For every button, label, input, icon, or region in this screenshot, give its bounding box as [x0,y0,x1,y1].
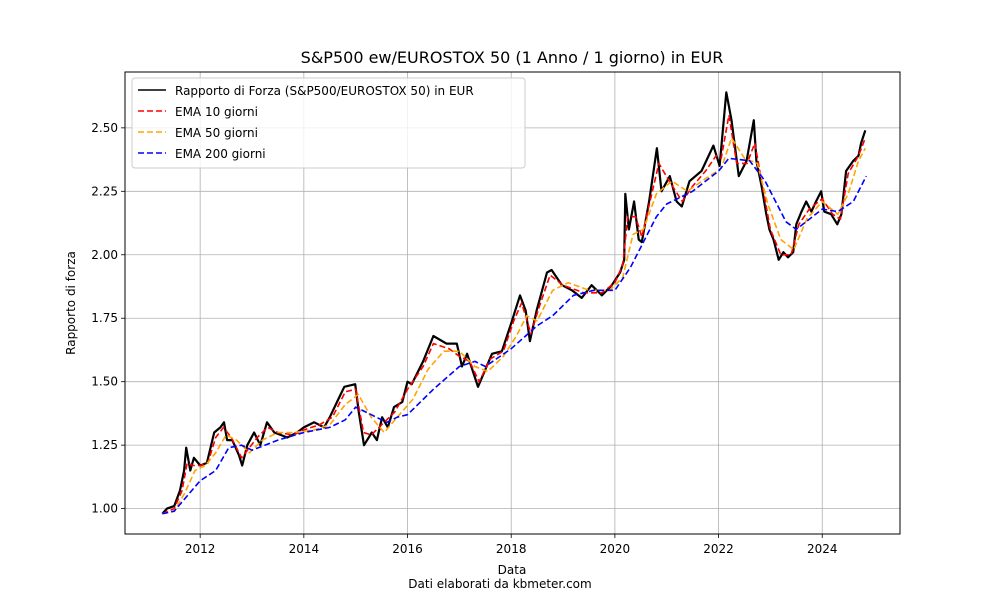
x-tick-label: 2012 [185,542,216,556]
y-tick-label: 1.75 [91,311,118,325]
footnote: Dati elaborati da kbmeter.com [408,577,591,591]
legend-label-ema50: EMA 50 giorni [175,126,258,140]
ticks: 2012 2014 2016 2018 2020 2022 2024 1.00 1.25 1.50… [91,121,837,556]
legend-box [131,77,526,169]
x-tick-label: 2018 [496,542,527,556]
y-tick-label: 2.25 [91,184,118,198]
y-tick-label: 1.25 [91,438,118,452]
chart-title: S&P500 ew/EUROSTOX 50 (1 Anno / 1 giorno… [301,48,724,67]
y-tick-label: 2.00 [91,248,118,262]
x-tick-label: 2016 [392,542,423,556]
x-tick-label: 2014 [289,542,320,556]
legend-label-ema200: EMA 200 giorni [175,147,266,161]
series-ema50-line [162,137,867,515]
legend-label-ema10: EMA 10 giorni [175,105,258,119]
x-axis-label: Data [498,563,527,577]
legend-label-price: Rapporto di Forza (S&P500/EUROSTOX 50) i… [175,84,474,98]
x-tick-label: 2022 [703,542,734,556]
y-tick-label: 1.00 [91,502,118,516]
axes-frame [124,71,901,535]
y-tick-label: 2.50 [91,121,118,135]
x-tick-label: 2024 [807,542,838,556]
series-layer [161,91,868,515]
x-tick-label: 2020 [600,542,631,556]
legend: Rapporto di Forza (S&P500/EUROSTOX 50) i… [131,77,526,169]
series-ema200-line [162,157,868,515]
y-axis-label: Rapporto di forza [64,251,78,355]
y-tick-label: 1.50 [91,375,118,389]
